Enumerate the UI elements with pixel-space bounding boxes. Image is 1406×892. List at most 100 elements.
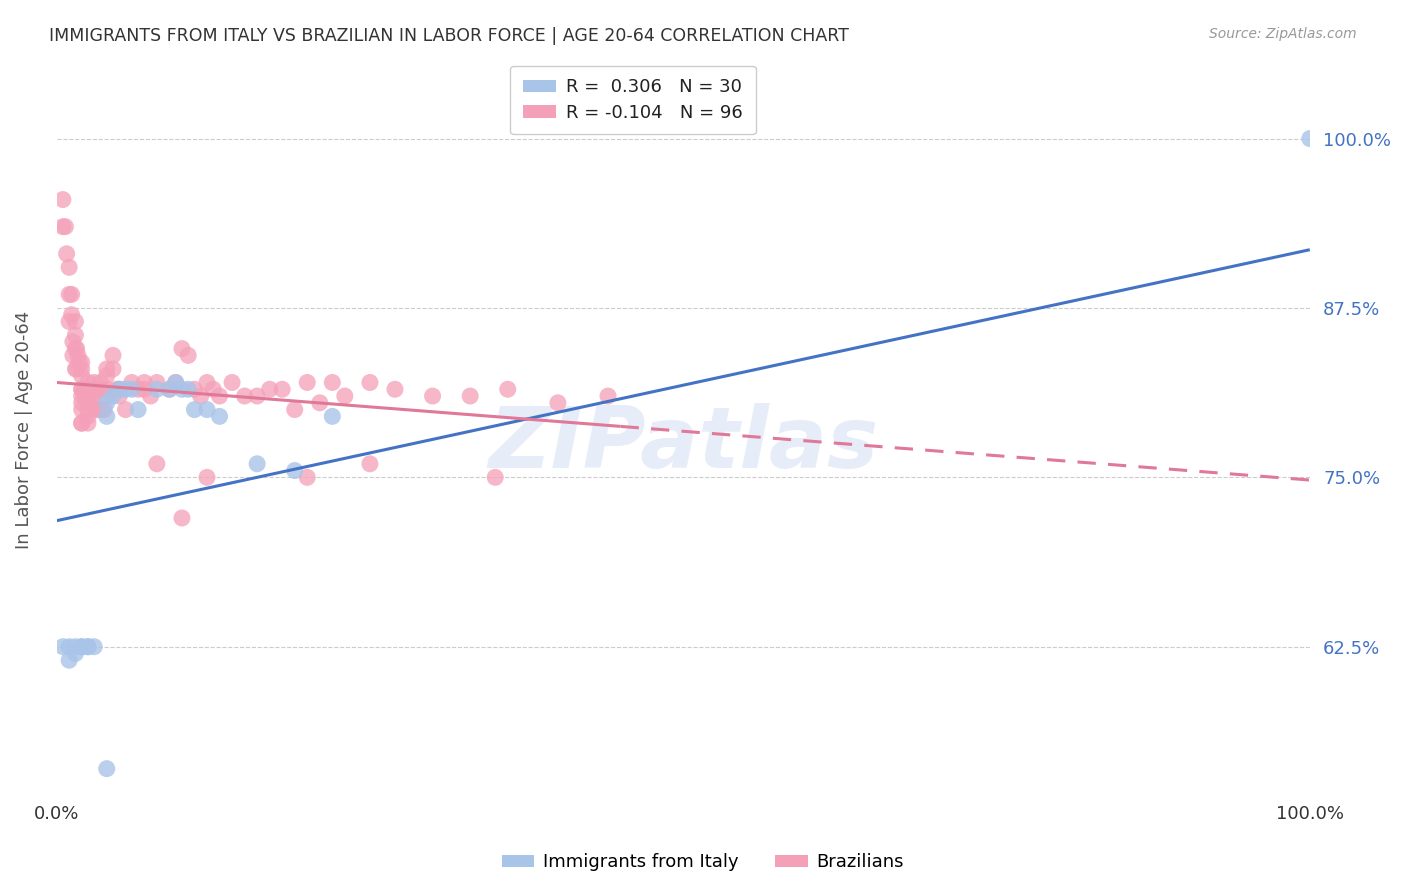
Point	[127, 402, 149, 417]
Point	[52, 219, 75, 234]
Point	[73, 382, 96, 396]
Point	[93, 402, 115, 417]
Point	[60, 287, 83, 301]
Point	[75, 389, 97, 403]
Text: IMMIGRANTS FROM ITALY VS BRAZILIAN IN LABOR FORCE | AGE 20-64 CORRELATION CHART: IMMIGRANTS FROM ITALY VS BRAZILIAN IN LA…	[49, 27, 849, 45]
Legend: Immigrants from Italy, Brazilians: Immigrants from Italy, Brazilians	[495, 847, 911, 879]
Point	[177, 348, 200, 362]
Point	[195, 376, 218, 390]
Point	[101, 389, 124, 403]
Point	[202, 382, 225, 396]
Point	[547, 396, 569, 410]
Point	[484, 470, 506, 484]
Point	[101, 362, 124, 376]
Point	[52, 193, 75, 207]
Point	[157, 382, 180, 396]
Point	[195, 402, 218, 417]
Point	[596, 389, 619, 403]
Point	[70, 368, 93, 383]
Point	[114, 382, 136, 396]
Point	[146, 457, 169, 471]
Point	[52, 640, 75, 654]
Point	[246, 457, 269, 471]
Point	[146, 376, 169, 390]
Point	[321, 409, 343, 424]
Point	[83, 640, 105, 654]
Point	[66, 362, 89, 376]
Point	[121, 382, 143, 396]
Point	[65, 640, 87, 654]
Point	[77, 409, 100, 424]
Point	[96, 382, 118, 396]
Point	[297, 376, 319, 390]
Point	[121, 376, 143, 390]
Point	[108, 382, 131, 396]
Point	[96, 362, 118, 376]
Point	[284, 464, 307, 478]
Legend: R =  0.306   N = 30, R = -0.104   N = 96: R = 0.306 N = 30, R = -0.104 N = 96	[510, 66, 756, 135]
Point	[105, 382, 128, 396]
Point	[1299, 131, 1322, 145]
Point	[70, 640, 93, 654]
Point	[170, 342, 193, 356]
Point	[70, 362, 93, 376]
Point	[77, 389, 100, 403]
Point	[83, 389, 105, 403]
Point	[170, 511, 193, 525]
Point	[190, 389, 212, 403]
Point	[195, 470, 218, 484]
Point	[183, 382, 205, 396]
Point	[55, 219, 77, 234]
Point	[89, 376, 111, 390]
Point	[70, 355, 93, 369]
Point	[165, 376, 187, 390]
Point	[58, 314, 80, 328]
Point	[77, 640, 100, 654]
Point	[58, 640, 80, 654]
Text: ZIPatlas: ZIPatlas	[488, 403, 879, 486]
Point	[134, 376, 156, 390]
Point	[66, 342, 89, 356]
Point	[65, 647, 87, 661]
Point	[139, 389, 162, 403]
Point	[96, 389, 118, 403]
Point	[271, 382, 294, 396]
Point	[384, 382, 406, 396]
Point	[70, 416, 93, 430]
Point	[60, 308, 83, 322]
Point	[65, 362, 87, 376]
Point	[62, 334, 84, 349]
Point	[221, 376, 243, 390]
Point	[127, 382, 149, 396]
Point	[359, 376, 381, 390]
Point	[259, 382, 281, 396]
Point	[58, 260, 80, 275]
Point	[67, 355, 90, 369]
Point	[70, 416, 93, 430]
Point	[58, 653, 80, 667]
Point	[77, 640, 100, 654]
Y-axis label: In Labor Force | Age 20-64: In Labor Force | Age 20-64	[15, 310, 32, 549]
Point	[359, 457, 381, 471]
Point	[70, 640, 93, 654]
Point	[77, 382, 100, 396]
Point	[157, 382, 180, 396]
Point	[96, 368, 118, 383]
Point	[246, 389, 269, 403]
Point	[96, 396, 118, 410]
Point	[101, 348, 124, 362]
Point	[58, 287, 80, 301]
Point	[62, 348, 84, 362]
Point	[77, 402, 100, 417]
Point	[177, 382, 200, 396]
Point	[96, 762, 118, 776]
Point	[65, 314, 87, 328]
Point	[108, 382, 131, 396]
Point	[89, 382, 111, 396]
Point	[70, 389, 93, 403]
Point	[114, 402, 136, 417]
Text: Source: ZipAtlas.com: Source: ZipAtlas.com	[1209, 27, 1357, 41]
Point	[165, 376, 187, 390]
Point	[65, 328, 87, 343]
Point	[308, 396, 330, 410]
